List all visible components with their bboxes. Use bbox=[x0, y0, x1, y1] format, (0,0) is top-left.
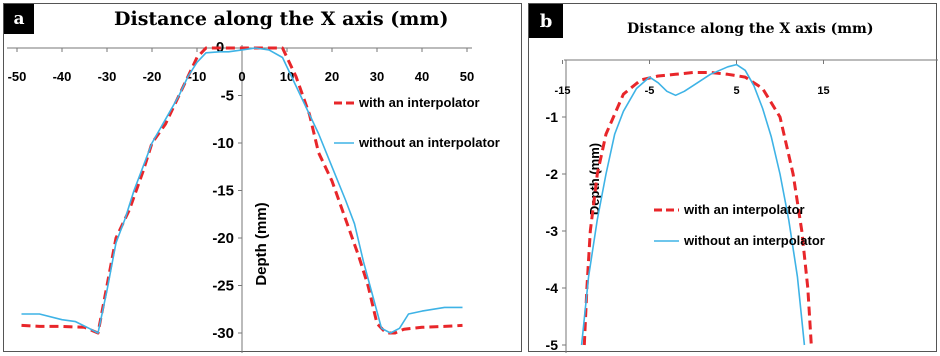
y-tick-label: -15 bbox=[212, 183, 234, 200]
x-tick-label: -30 bbox=[98, 69, 117, 84]
y-tick-label: -2 bbox=[546, 166, 559, 182]
panel-b: b Distance along the X axis (mm) -15 -5 5 1… bbox=[528, 3, 938, 353]
x-tick-label: 20 bbox=[325, 69, 339, 84]
x-tick-label: -10 bbox=[188, 69, 207, 84]
y-tick-label: -20 bbox=[212, 230, 234, 247]
series-line-without-interpolator bbox=[580, 63, 806, 346]
legend-label: without an interpolator bbox=[358, 135, 500, 150]
y-tick-label: -4 bbox=[546, 280, 559, 296]
x-tick-label: 30 bbox=[370, 69, 384, 84]
series-line-with-interpolator bbox=[582, 71, 813, 346]
y-tick-label: -1 bbox=[546, 109, 559, 125]
y-tick-label: -3 bbox=[546, 223, 559, 239]
series-line-with-interpolator bbox=[21, 46, 463, 335]
y-tick-label: -5 bbox=[546, 337, 559, 353]
legend-label: without an interpolator bbox=[683, 233, 825, 248]
panel-a-title: Distance along the X axis (mm) bbox=[114, 8, 449, 30]
x-tick-label: 50 bbox=[460, 69, 474, 84]
y-tick-label: -5 bbox=[221, 88, 234, 105]
panel-a: a Distance along the X axis (mm) -50 -40-… bbox=[3, 3, 522, 353]
x-tick-label: -20 bbox=[143, 69, 162, 84]
y-tick-label: -25 bbox=[212, 278, 234, 295]
x-tick-label: -40 bbox=[53, 69, 72, 84]
panel-b-chart: -15 -5 5 15 -1 -2 -3 -4 -5 Depth (mm) with an inte… bbox=[546, 59, 938, 353]
y-tick-label: -10 bbox=[212, 135, 234, 152]
panel-b-badge: b bbox=[529, 4, 563, 38]
y-tick-label: -30 bbox=[212, 325, 234, 342]
legend-label: with an interpolator bbox=[358, 95, 480, 110]
x-tick-label: 0 bbox=[238, 69, 245, 84]
panel-b-title: Distance along the X axis (mm) bbox=[627, 21, 874, 37]
x-tick-label: 5 bbox=[733, 85, 739, 97]
x-tick-label: -15 bbox=[555, 85, 571, 97]
x-tick-label: 40 bbox=[415, 69, 429, 84]
panel-a-chart: -50 -40 -30 -20 -10 0 10 20 30 40 500-5-10-15-20-2… bbox=[7, 39, 500, 353]
x-tick-label: -5 bbox=[645, 85, 655, 97]
panel-a-badge: a bbox=[4, 4, 34, 34]
series-line-without-interpolator bbox=[21, 47, 463, 334]
legend-label: with an interpolator bbox=[683, 202, 805, 217]
x-tick-label: 10 bbox=[280, 69, 294, 84]
x-tick-label: 15 bbox=[817, 85, 829, 97]
y-axis-label: Depth (mm) bbox=[587, 143, 602, 215]
y-axis-label: Depth (mm) bbox=[253, 202, 270, 285]
x-tick-label: -50 bbox=[8, 69, 27, 84]
